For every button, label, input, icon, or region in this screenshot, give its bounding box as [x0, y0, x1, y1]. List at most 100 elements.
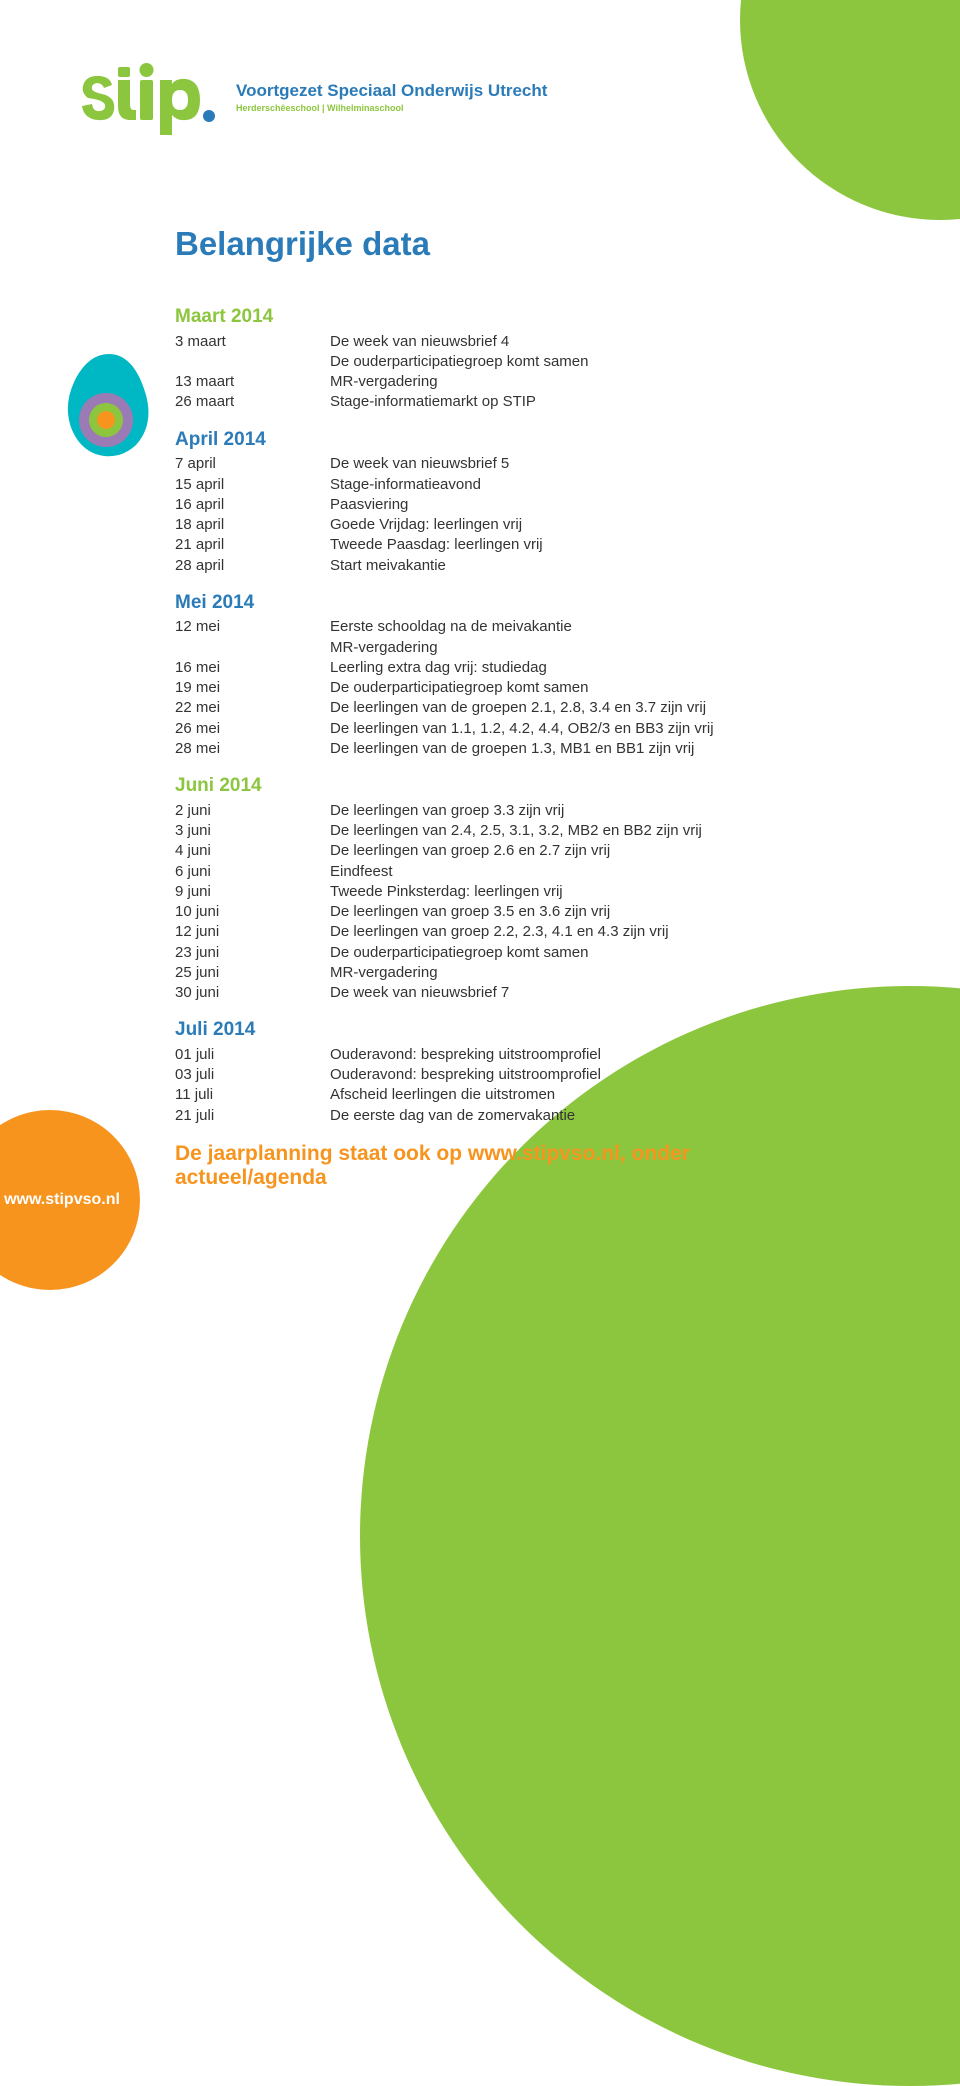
- calendar-row: 10 juniDe leerlingen van groep 3.5 en 3.…: [175, 902, 875, 922]
- description-line: De leerlingen van de groepen 1.3, MB1 en…: [330, 739, 875, 759]
- calendar-row: 2 juniDe leerlingen van groep 3.3 zijn v…: [175, 801, 875, 821]
- description-cell: De leerlingen van 1.1, 1.2, 4.2, 4.4, OB…: [330, 719, 875, 739]
- logo-subtitle-schools: Herderschêeschool | Wilhelminaschool: [236, 103, 547, 113]
- date-cell: 3 maart: [175, 332, 330, 373]
- logo-subtitle: Voortgezet Speciaal Onderwijs Utrecht He…: [236, 82, 547, 135]
- calendar-row: 21 juliDe eerste dag van de zomervakanti…: [175, 1106, 875, 1126]
- calendar-row: 19 meiDe ouderparticipatiegroep komt sam…: [175, 678, 875, 698]
- date-cell: 28 april: [175, 556, 330, 576]
- description-cell: Eerste schooldag na de meivakantieMR-ver…: [330, 617, 875, 658]
- date-cell: 13 maart: [175, 372, 330, 392]
- description-cell: Stage-informatiemarkt op STIP: [330, 392, 875, 412]
- description-cell: De eerste dag van de zomervakantie: [330, 1106, 875, 1126]
- description-cell: De week van nieuwsbrief 5: [330, 454, 875, 474]
- description-line: Tweede Paasdag: leerlingen vrij: [330, 535, 875, 555]
- date-cell: 25 juni: [175, 963, 330, 983]
- calendar-row: 11 juliAfscheid leerlingen die uitstrome…: [175, 1085, 875, 1105]
- date-cell: 15 april: [175, 475, 330, 495]
- calendar-row: 13 maartMR-vergadering: [175, 372, 875, 392]
- description-cell: De leerlingen van groep 2.6 en 2.7 zijn …: [330, 841, 875, 861]
- date-cell: 30 juni: [175, 983, 330, 1003]
- description-cell: De week van nieuwsbrief 7: [330, 983, 875, 1003]
- footer-note: De jaarplanning staat ook op www.stipvso…: [175, 1142, 875, 1190]
- description-line: Goede Vrijdag: leerlingen vrij: [330, 515, 875, 535]
- date-cell: 16 mei: [175, 658, 330, 678]
- calendar-row: 3 maartDe week van nieuwsbrief 4De ouder…: [175, 332, 875, 373]
- description-line: Eindfeest: [330, 862, 875, 882]
- description-cell: MR-vergadering: [330, 963, 875, 983]
- calendar-row: 3 juniDe leerlingen van 2.4, 2.5, 3.1, 3…: [175, 821, 875, 841]
- description-cell: De leerlingen van de groepen 1.3, MB1 en…: [330, 739, 875, 759]
- description-line: De leerlingen van groep 3.3 zijn vrij: [330, 801, 875, 821]
- egg-decoration-icon: [64, 350, 154, 460]
- content-area: Maart 20143 maartDe week van nieuwsbrief…: [175, 290, 875, 1190]
- date-cell: 7 april: [175, 454, 330, 474]
- date-cell: 16 april: [175, 495, 330, 515]
- description-cell: De leerlingen van groep 3.5 en 3.6 zijn …: [330, 902, 875, 922]
- calendar-row: 16 meiLeerling extra dag vrij: studiedag: [175, 658, 875, 678]
- description-cell: MR-vergadering: [330, 372, 875, 392]
- description-line: Paasviering: [330, 495, 875, 515]
- calendar-row: 03 juliOuderavond: bespreking uitstroomp…: [175, 1065, 875, 1085]
- description-line: MR-vergadering: [330, 372, 875, 392]
- calendar-row: 16 aprilPaasviering: [175, 495, 875, 515]
- description-cell: De ouderparticipatiegroep komt samen: [330, 678, 875, 698]
- description-cell: Tweede Pinksterdag: leerlingen vrij: [330, 882, 875, 902]
- description-line: De ouderparticipatiegroep komt samen: [330, 678, 875, 698]
- description-cell: De leerlingen van groep 3.3 zijn vrij: [330, 801, 875, 821]
- description-line: Ouderavond: bespreking uitstroomprofiel: [330, 1065, 875, 1085]
- calendar-row: 26 meiDe leerlingen van 1.1, 1.2, 4.2, 4…: [175, 719, 875, 739]
- section-heading: Juli 2014: [175, 1017, 875, 1043]
- calendar-row: 26 maartStage-informatiemarkt op STIP: [175, 392, 875, 412]
- calendar-row: 9 juniTweede Pinksterdag: leerlingen vri…: [175, 882, 875, 902]
- description-line: De ouderparticipatiegroep komt samen: [330, 352, 875, 372]
- footer-line-1: De jaarplanning staat ook op www.stipvso…: [175, 1142, 875, 1166]
- description-line: Stage-informatieavond: [330, 475, 875, 495]
- calendar-row: 01 juliOuderavond: bespreking uitstroomp…: [175, 1045, 875, 1065]
- calendar-row: 18 aprilGoede Vrijdag: leerlingen vrij: [175, 515, 875, 535]
- calendar-row: 21 aprilTweede Paasdag: leerlingen vrij: [175, 535, 875, 555]
- description-line: De leerlingen van 1.1, 1.2, 4.2, 4.4, OB…: [330, 719, 875, 739]
- date-cell: 12 mei: [175, 617, 330, 658]
- description-line: Stage-informatiemarkt op STIP: [330, 392, 875, 412]
- description-cell: De leerlingen van groep 2.2, 2.3, 4.1 en…: [330, 922, 875, 942]
- description-line: Leerling extra dag vrij: studiedag: [330, 658, 875, 678]
- section-heading: April 2014: [175, 427, 875, 453]
- description-line: De ouderparticipatiegroep komt samen: [330, 943, 875, 963]
- calendar-row: 28 meiDe leerlingen van de groepen 1.3, …: [175, 739, 875, 759]
- calendar-row: 15 aprilStage-informatieavond: [175, 475, 875, 495]
- date-cell: 03 juli: [175, 1065, 330, 1085]
- date-cell: 26 mei: [175, 719, 330, 739]
- date-cell: 9 juni: [175, 882, 330, 902]
- description-line: De leerlingen van de groepen 2.1, 2.8, 3…: [330, 698, 875, 718]
- description-line: Afscheid leerlingen die uitstromen: [330, 1085, 875, 1105]
- date-cell: 21 april: [175, 535, 330, 555]
- calendar-row: 12 meiEerste schooldag na de meivakantie…: [175, 617, 875, 658]
- date-cell: 22 mei: [175, 698, 330, 718]
- description-line: De week van nieuwsbrief 7: [330, 983, 875, 1003]
- date-cell: 2 juni: [175, 801, 330, 821]
- description-cell: De week van nieuwsbrief 4De ouderpartici…: [330, 332, 875, 373]
- date-cell: 18 april: [175, 515, 330, 535]
- description-cell: De ouderparticipatiegroep komt samen: [330, 943, 875, 963]
- date-cell: 23 juni: [175, 943, 330, 963]
- date-cell: 26 maart: [175, 392, 330, 412]
- calendar-row: 22 meiDe leerlingen van de groepen 2.1, …: [175, 698, 875, 718]
- date-cell: 19 mei: [175, 678, 330, 698]
- date-cell: 10 juni: [175, 902, 330, 922]
- description-line: Start meivakantie: [330, 556, 875, 576]
- calendar-row: 25 juniMR-vergadering: [175, 963, 875, 983]
- description-cell: Stage-informatieavond: [330, 475, 875, 495]
- description-line: De leerlingen van groep 2.6 en 2.7 zijn …: [330, 841, 875, 861]
- description-line: Ouderavond: bespreking uitstroomprofiel: [330, 1045, 875, 1065]
- logo-area: Voortgezet Speciaal Onderwijs Utrecht He…: [80, 50, 547, 135]
- description-line: Eerste schooldag na de meivakantie: [330, 617, 875, 637]
- description-line: MR-vergadering: [330, 638, 875, 658]
- date-cell: 6 juni: [175, 862, 330, 882]
- description-cell: De leerlingen van de groepen 2.1, 2.8, 3…: [330, 698, 875, 718]
- description-line: Tweede Pinksterdag: leerlingen vrij: [330, 882, 875, 902]
- description-line: De leerlingen van groep 3.5 en 3.6 zijn …: [330, 902, 875, 922]
- date-cell: 12 juni: [175, 922, 330, 942]
- calendar-row: 28 aprilStart meivakantie: [175, 556, 875, 576]
- description-cell: Leerling extra dag vrij: studiedag: [330, 658, 875, 678]
